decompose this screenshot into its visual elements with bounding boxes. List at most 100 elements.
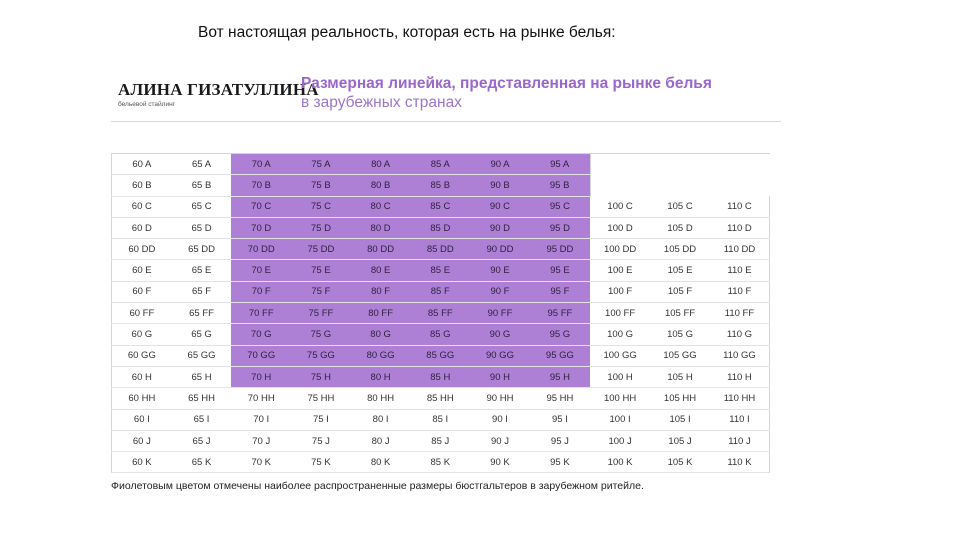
- size-cell: 85 E: [410, 259, 471, 282]
- size-cell: 85 I: [410, 409, 471, 431]
- size-cell: 100 F: [590, 281, 651, 304]
- size-cell: 90 I: [470, 409, 530, 431]
- size-cell: 80 F: [350, 281, 411, 304]
- size-cell: 100 C: [590, 196, 651, 218]
- size-cell: 100 D: [590, 217, 651, 240]
- size-cell: 60 D: [110, 217, 172, 240]
- size-cell: 65 H: [171, 366, 232, 389]
- size-cell: 90 GG: [470, 345, 530, 367]
- size-cell: 65 E: [171, 259, 232, 282]
- size-cell: 65 G: [171, 323, 232, 346]
- size-cell: 70 A: [231, 152, 292, 176]
- size-cell: 60 GG: [110, 345, 172, 367]
- size-cell: 65 A: [171, 152, 232, 176]
- size-cell: 70 HH: [231, 387, 292, 410]
- size-cell: 105 J: [650, 430, 710, 453]
- size-cell: 95 A: [529, 152, 591, 176]
- size-cell: 95 FF: [529, 302, 590, 325]
- size-cell: 95 J: [529, 430, 590, 453]
- size-cell: 100 H: [590, 366, 651, 389]
- size-cell: 80 D: [350, 217, 411, 240]
- table-row: 60 D 65 D 70 D 75 D 80 D 85 D 90 D 95 D 100 D 105…: [110, 217, 771, 240]
- size-cell: 65 F: [171, 281, 232, 304]
- size-cell: 105 G: [650, 323, 710, 346]
- size-cell: 60 H: [110, 366, 172, 389]
- table-row: 60 GG 65 GG 70 GG 75 GG 80 GG 85 GG 90 GG 95 GG…: [110, 345, 771, 367]
- size-cell: 75 GG: [291, 345, 351, 367]
- size-cell: 85 K: [410, 451, 471, 474]
- size-cell: 90 A: [470, 152, 530, 176]
- size-cell: 110 K: [709, 451, 771, 474]
- size-cell: 95 K: [529, 451, 590, 474]
- table-row: 60 K 65 K 70 K 75 K 80 K 85 K 90 K 95 K 100 K 105…: [110, 451, 771, 474]
- size-cell: 110 G: [709, 323, 771, 346]
- size-cell: 110 GG: [709, 345, 771, 367]
- size-cell: 65 J: [171, 430, 232, 453]
- size-cell: 75 I: [291, 409, 351, 431]
- size-cell: 100 G: [590, 323, 651, 346]
- size-cell: 65 D: [171, 217, 232, 240]
- table-row: 60 G 65 G 70 G 75 G 80 G 85 G 90 G 95 G 100 G 105…: [110, 323, 771, 346]
- size-cell: 60 K: [110, 451, 172, 474]
- size-cell: [650, 152, 710, 175]
- size-cell: 105 I: [650, 409, 710, 431]
- size-cell: 75 H: [291, 366, 351, 389]
- size-cell: 70 B: [231, 174, 292, 197]
- size-cell: 90 K: [470, 451, 530, 474]
- size-cell: 110 HH: [709, 387, 771, 410]
- size-cell: 105 E: [650, 259, 710, 282]
- size-cell: 80 G: [350, 323, 411, 346]
- size-cell: 65 C: [171, 196, 232, 218]
- size-cell: 95 H: [529, 366, 590, 389]
- size-cell: 90 FF: [470, 302, 530, 325]
- size-cell: 75 HH: [291, 387, 351, 410]
- size-cell: 70 H: [231, 366, 292, 389]
- size-cell: 60 A: [110, 152, 172, 176]
- size-cell: 110 C: [709, 196, 771, 218]
- size-cell: [650, 175, 710, 196]
- size-cell: 105 DD: [650, 238, 710, 261]
- size-cell: 70 DD: [231, 238, 292, 261]
- size-cell: 85 G: [410, 323, 471, 346]
- size-cell: 110 D: [709, 217, 771, 240]
- size-cell: 80 J: [350, 430, 411, 453]
- size-cell: 110 J: [709, 430, 771, 453]
- size-cell: 60 I: [110, 409, 172, 431]
- size-cell: 95 DD: [529, 238, 590, 261]
- table-row: 60 B 65 B 70 B 75 B 80 B 85 B 90 B 95 B: [110, 174, 770, 197]
- size-cell: 80 H: [350, 366, 411, 389]
- size-cell: 90 F: [470, 281, 530, 304]
- size-cell: 110 F: [709, 281, 771, 304]
- size-cell: 85 D: [410, 217, 471, 240]
- size-cell: 80 A: [350, 152, 411, 176]
- table-row: 60 FF 65 FF 70 FF 75 FF 80 FF 85 FF 90 FF 95 FF…: [110, 302, 771, 325]
- size-cell: 100 K: [590, 451, 651, 474]
- size-cell: 80 B: [350, 174, 411, 197]
- size-cell: 90 E: [470, 259, 530, 282]
- size-cell: 100 HH: [590, 387, 651, 410]
- size-cell: 90 D: [470, 217, 530, 240]
- size-cell: 100 GG: [590, 345, 651, 367]
- size-cell: 90 B: [470, 174, 530, 197]
- size-cell: 90 H: [470, 366, 530, 389]
- slide-caption: Вот настоящая реальность, которая есть н…: [198, 24, 616, 41]
- size-cell: 70 D: [231, 217, 292, 240]
- size-cell: 65 FF: [171, 302, 232, 325]
- size-cell: 60 HH: [110, 387, 172, 410]
- size-cell: 80 FF: [350, 302, 411, 325]
- size-cell: 75 FF: [291, 302, 351, 325]
- size-cell: 85 F: [410, 281, 471, 304]
- size-cell: 105 D: [650, 217, 710, 240]
- size-cell: 110 DD: [709, 238, 771, 261]
- size-cell: 75 DD: [291, 238, 351, 261]
- headline: Размерная линейка, представленная на рын…: [301, 74, 712, 112]
- size-cell: 100 E: [590, 259, 651, 282]
- size-cell: 60 E: [110, 259, 172, 282]
- size-cell: [590, 152, 651, 175]
- size-cell: 85 GG: [410, 345, 471, 367]
- table-row: 60 HH 65 HH 70 HH 75 HH 80 HH 85 HH 90 HH 95 HH…: [110, 387, 771, 410]
- size-cell: 85 B: [410, 174, 471, 197]
- size-cell: 105 FF: [650, 302, 710, 325]
- header-divider: [111, 121, 781, 122]
- size-cell: [709, 152, 770, 175]
